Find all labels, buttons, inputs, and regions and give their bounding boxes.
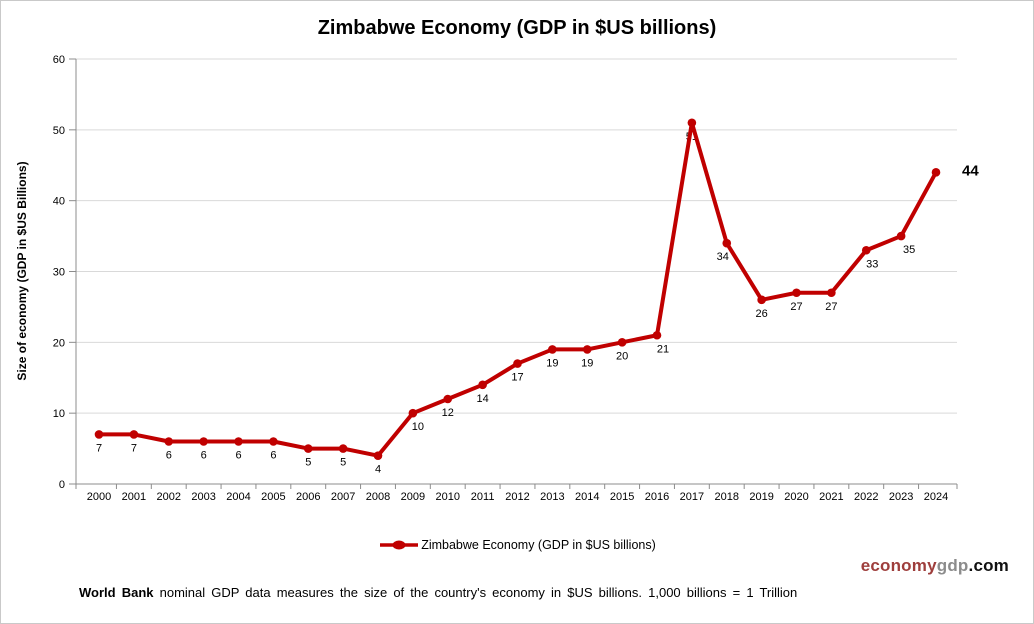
x-tick-label: 2015 (610, 491, 634, 503)
x-tick-label: 2011 (471, 491, 495, 503)
data-point (338, 444, 348, 453)
x-tick-label: 2001 (122, 491, 146, 503)
x-tick-label: 2013 (540, 491, 564, 503)
x-tick-label: 2021 (819, 491, 843, 503)
data-label: 20 (616, 350, 628, 362)
x-tick-label: 2019 (749, 491, 773, 503)
data-label: 6 (201, 450, 207, 462)
data-line (97, 120, 938, 458)
data-label: 7 (96, 442, 102, 454)
y-tick-label: 40 (53, 196, 65, 208)
data-point (757, 295, 766, 305)
data-point (129, 430, 139, 439)
x-tick-label: 2017 (680, 491, 704, 503)
x-tick-label: 2002 (157, 491, 181, 503)
data-point (94, 430, 104, 439)
data-point (827, 288, 836, 298)
x-tick-label: 2016 (645, 491, 669, 503)
data-point (164, 437, 174, 446)
x-tick-label: 2000 (87, 491, 111, 503)
data-point (548, 345, 557, 354)
data-point (199, 437, 208, 446)
data-label: 17 (511, 372, 523, 384)
x-tick-label: 2005 (261, 491, 285, 503)
chart-title: Zimbabwe Economy (GDP in $US billions) (317, 17, 717, 39)
data-label: 26 (756, 308, 768, 320)
data-point (269, 437, 278, 446)
data-point (687, 118, 697, 128)
site-logo: economygdp.com (861, 556, 1009, 576)
x-tick-label: 2010 (436, 491, 460, 503)
data-point (303, 444, 313, 453)
x-tick-label: 2003 (191, 491, 215, 503)
x-tick-label: 2014 (575, 491, 599, 503)
data-label: 33 (866, 258, 878, 270)
legend-line-marker-icon (380, 540, 419, 550)
data-label: 19 (581, 357, 593, 369)
y-tick-label: 30 (53, 267, 65, 279)
y-axis-title: Size of economy (GDP in $US Billions) (15, 161, 29, 380)
data-point (931, 168, 941, 177)
data-label: 5 (340, 457, 346, 469)
data-label: 12 (442, 407, 454, 419)
data-point (408, 408, 418, 418)
x-tick-label: 2006 (296, 491, 320, 503)
data-point (513, 359, 522, 368)
data-point (582, 345, 592, 354)
data-point (373, 451, 383, 460)
x-tick-label: 2012 (505, 491, 529, 503)
x-tick-label: 2018 (715, 491, 739, 503)
data-point (861, 245, 871, 255)
data-label: 44 (962, 162, 979, 179)
data-label: 35 (903, 244, 915, 256)
data-point (652, 330, 662, 340)
data-label: 7 (131, 442, 137, 454)
data-label: 6 (166, 450, 172, 462)
data-point (478, 380, 487, 390)
data-label: 14 (477, 393, 489, 405)
data-label: 5 (305, 457, 311, 469)
footnote-text: nominal GDP data measures the size of th… (153, 585, 798, 600)
x-tick-label: 2007 (331, 491, 355, 503)
x-tick-label: 2004 (226, 491, 250, 503)
y-tick-label: 60 (53, 54, 65, 66)
data-label: 21 (657, 343, 669, 355)
x-tick-label: 2020 (784, 491, 808, 503)
data-point (896, 231, 906, 241)
site-logo-gdp: gdp (936, 556, 969, 575)
data-label: 4 (375, 464, 381, 476)
data-point (722, 238, 732, 248)
data-label: 10 (412, 421, 424, 433)
data-point (443, 394, 453, 404)
site-logo-com: .com (968, 556, 1009, 575)
x-tick-label: 2024 (924, 491, 948, 503)
footnote: World Bank nominal GDP data measures the… (79, 585, 797, 600)
data-point (234, 437, 243, 446)
data-point (792, 288, 801, 298)
legend: Zimbabwe Economy (GDP in $US billions) (1, 538, 1033, 552)
data-label: 27 (790, 301, 802, 313)
data-label: 6 (270, 450, 276, 462)
data-label: 27 (825, 301, 837, 313)
x-tick-label: 2009 (401, 491, 425, 503)
legend-label: Zimbabwe Economy (GDP in $US billions) (421, 538, 656, 552)
y-tick-label: 50 (53, 125, 65, 137)
y-tick-label: 0 (59, 479, 65, 491)
data-label: 6 (235, 450, 241, 462)
footnote-source: World Bank (79, 585, 154, 600)
x-tick-label: 2023 (889, 491, 913, 503)
data-label: 34 (717, 251, 729, 263)
y-tick-label: 20 (53, 337, 65, 349)
data-point (617, 338, 627, 347)
x-tick-label: 2008 (366, 491, 390, 503)
data-label: 19 (546, 357, 558, 369)
gdp-line-chart: 0 10 20 30 40 50 60 2000 2001 2002 2003 2004 2005 200… (15, 54, 979, 503)
x-tick-label: 2022 (854, 491, 878, 503)
site-logo-economy: economy (860, 556, 937, 575)
y-tick-label: 10 (53, 408, 65, 420)
